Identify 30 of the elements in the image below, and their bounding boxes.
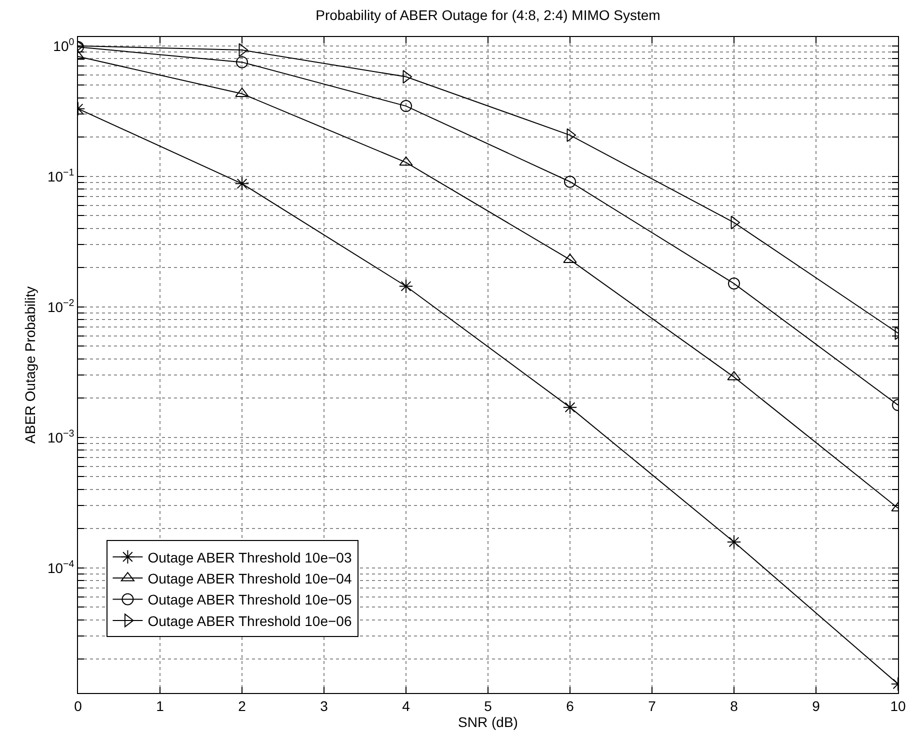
- point: [564, 176, 576, 188]
- point: [728, 278, 740, 290]
- legend-label: Outage ABER Threshold 10e−04: [148, 570, 352, 586]
- x-tick-label: 0: [74, 698, 82, 714]
- point: [399, 156, 413, 166]
- point: [562, 400, 578, 414]
- legend-label: Outage ABER Threshold 10e−05: [148, 592, 352, 608]
- x-tick-label: 2: [238, 698, 246, 714]
- chart-title: Probability of ABER Outage for (4:8, 2:4) MIMO System: [316, 6, 660, 23]
- x-tick-label: 10: [890, 698, 906, 714]
- point: [726, 534, 742, 550]
- x-tick-label: 8: [730, 698, 738, 714]
- y-tick-label: 10$^{−1}$: [47, 167, 74, 184]
- x-tick-label: 5: [484, 698, 492, 714]
- point: [398, 279, 414, 294]
- x-axis-title: SNR (dB): [458, 714, 518, 730]
- y-tick-label: 10$^{−4}$: [47, 558, 75, 576]
- x-tick-label: 6: [566, 698, 574, 714]
- x-tick-label: 9: [812, 698, 820, 714]
- x-tick-label: 1: [156, 698, 164, 714]
- y-tick-label: 10$^{−2}$: [47, 298, 74, 315]
- x-tick-label: 4: [402, 698, 410, 714]
- y-axis-title: ABER Outage Probability: [22, 286, 38, 444]
- legend-label: Outage ABER Threshold 10e−06: [148, 612, 352, 629]
- x-tick-label: 7: [648, 698, 656, 714]
- point: [400, 100, 412, 112]
- legend-label: Outage ABER Threshold 10e−03: [148, 549, 352, 566]
- y-tick-label: 10$^{0}$: [53, 36, 75, 54]
- x-tick-label: 3: [320, 698, 328, 714]
- y-tick-label: 10$^{−3}$: [47, 428, 75, 446]
